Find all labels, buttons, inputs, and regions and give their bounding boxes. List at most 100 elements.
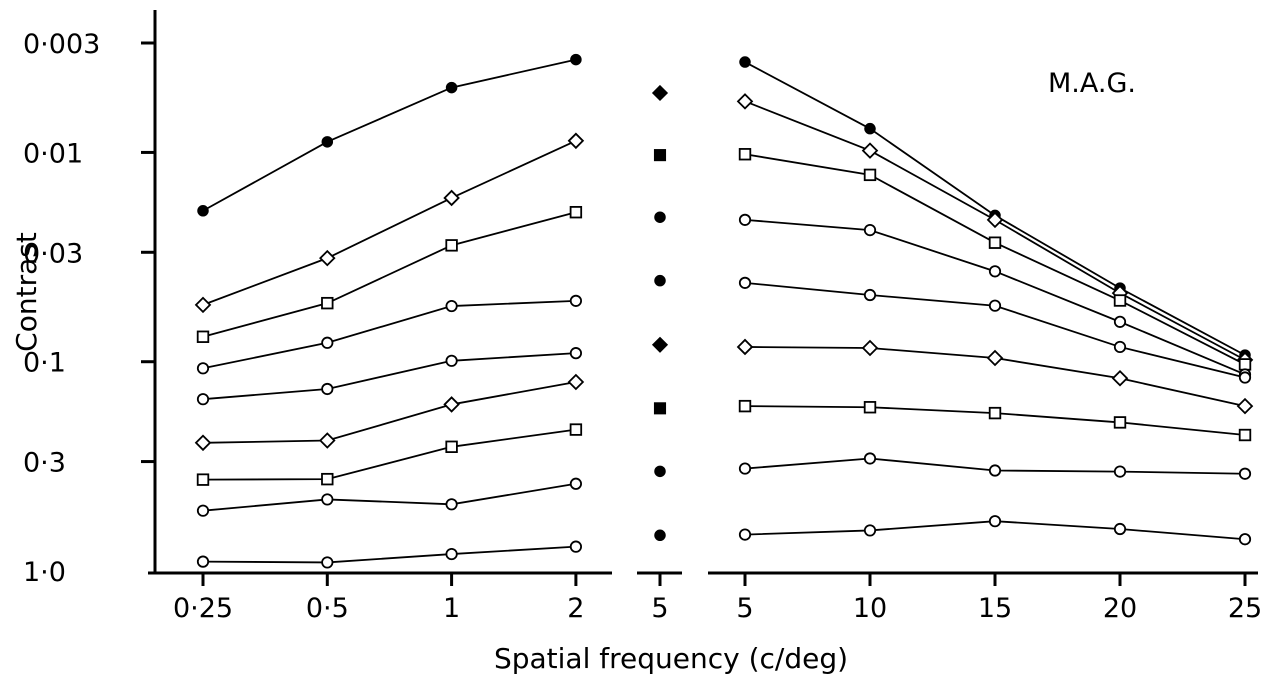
open-circle-marker: [1113, 465, 1127, 478]
open-circle-marker: [863, 223, 877, 237]
right-series-2: [736, 93, 1254, 369]
open-circle-marker: [1238, 533, 1252, 546]
open-circle-marker: [569, 540, 583, 553]
series-right-panel: [736, 56, 1254, 546]
filled-circle-marker: [570, 53, 582, 66]
open-circle-marker: [863, 524, 877, 537]
x-tick-label: 0·25: [173, 593, 233, 624]
x-tick-label: 1: [443, 593, 460, 624]
left-series-2: [194, 132, 585, 314]
open-square-marker: [445, 440, 458, 453]
open-square-marker: [738, 399, 752, 413]
open-circle-marker: [738, 528, 752, 541]
x-tick-label: 5: [736, 593, 753, 624]
open-square-marker: [738, 148, 752, 161]
open-square-marker: [863, 401, 877, 414]
open-square-marker: [988, 406, 1002, 420]
open-diamond-marker: [736, 338, 754, 356]
filled-diamond-marker: [651, 336, 669, 353]
filled-diamond-marker: [651, 84, 669, 102]
open-circle-marker: [321, 382, 334, 396]
open-circle-marker: [988, 515, 1002, 528]
right-series-5: [738, 276, 1252, 384]
open-square-marker: [1113, 294, 1127, 307]
left-series-line: [202, 211, 577, 338]
open-circle-marker: [1113, 522, 1127, 536]
filled-circle-marker: [321, 136, 334, 148]
open-circle-marker: [445, 547, 458, 561]
open-circle-marker: [988, 265, 1002, 278]
x-tick-label: 10: [853, 593, 887, 624]
open-diamond-marker: [1111, 370, 1129, 387]
open-diamond-marker: [567, 373, 585, 391]
filled-circle-marker: [654, 211, 666, 223]
left-series-line: [202, 545, 576, 564]
open-circle-marker: [321, 556, 334, 569]
right-series-1: [739, 56, 1251, 361]
open-square-marker: [1238, 428, 1252, 442]
filled-circle-marker: [739, 56, 751, 68]
x-tick-label: 25: [1228, 593, 1262, 624]
left-series-8: [196, 477, 583, 517]
open-diamond-marker: [861, 339, 879, 357]
y-axis-title: Contrast: [10, 232, 43, 352]
open-diamond-marker: [861, 142, 879, 159]
series-left-panel: [194, 53, 585, 569]
x-tick-label: 15: [978, 593, 1012, 624]
open-square-marker: [321, 296, 334, 310]
open-diamond-marker: [1236, 397, 1254, 415]
open-circle-marker: [321, 336, 334, 349]
open-circle-marker: [988, 299, 1002, 312]
open-square-marker: [1238, 358, 1252, 371]
open-circle-marker: [445, 498, 458, 511]
open-circle-marker: [569, 294, 583, 307]
left-series-5: [196, 347, 583, 406]
right-series-6: [736, 338, 1254, 415]
filled-circle-marker: [197, 205, 209, 217]
open-square-marker: [1113, 416, 1127, 429]
left-series-line: [202, 299, 576, 370]
filled-circle-marker: [864, 122, 876, 135]
open-diamond-marker: [319, 249, 336, 267]
left-series-line: [202, 352, 576, 401]
open-circle-marker: [196, 555, 210, 568]
open-square-marker: [445, 239, 458, 252]
open-square-marker: [569, 205, 583, 219]
left-series-7: [196, 423, 583, 486]
left-series-3: [196, 205, 583, 343]
open-circle-marker: [863, 288, 877, 302]
open-diamond-marker: [567, 132, 585, 150]
open-circle-marker: [1238, 371, 1252, 384]
filled-circle-marker: [654, 274, 666, 287]
y-ticks: 0·003 0·01 0·03 0·1 0·3 1·0: [23, 29, 155, 588]
filled-square-marker: [653, 149, 667, 162]
y-tick-label: 0·01: [23, 138, 83, 169]
open-square-marker: [988, 236, 1002, 249]
open-circle-marker: [863, 452, 877, 465]
y-tick-label: 1·0: [23, 557, 66, 588]
left-series-line: [202, 381, 577, 444]
left-series-line: [202, 58, 577, 212]
open-circle-marker: [445, 354, 458, 367]
left-series-1: [197, 53, 582, 217]
open-circle-marker: [321, 493, 334, 506]
left-series-line: [202, 428, 577, 481]
left-series-6: [194, 373, 585, 452]
open-diamond-marker: [319, 432, 336, 449]
left-series-4: [196, 294, 583, 375]
open-circle-marker: [196, 362, 210, 375]
axes: [148, 10, 1258, 575]
right-series-8: [738, 452, 1252, 480]
open-diamond-marker: [194, 296, 212, 314]
right-series-line: [744, 100, 1246, 361]
left-series-line: [202, 139, 577, 306]
filled-circle-marker: [654, 465, 666, 478]
open-circle-marker: [738, 213, 752, 226]
open-circle-marker: [445, 299, 458, 313]
y-tick-label: 0·003: [23, 29, 100, 60]
x-tick-label: 5: [651, 593, 668, 624]
panel-label: M.A.G.: [1048, 68, 1136, 99]
x-axis-title: Spatial frequency (c/deg): [494, 642, 848, 675]
open-diamond-marker: [443, 189, 460, 207]
